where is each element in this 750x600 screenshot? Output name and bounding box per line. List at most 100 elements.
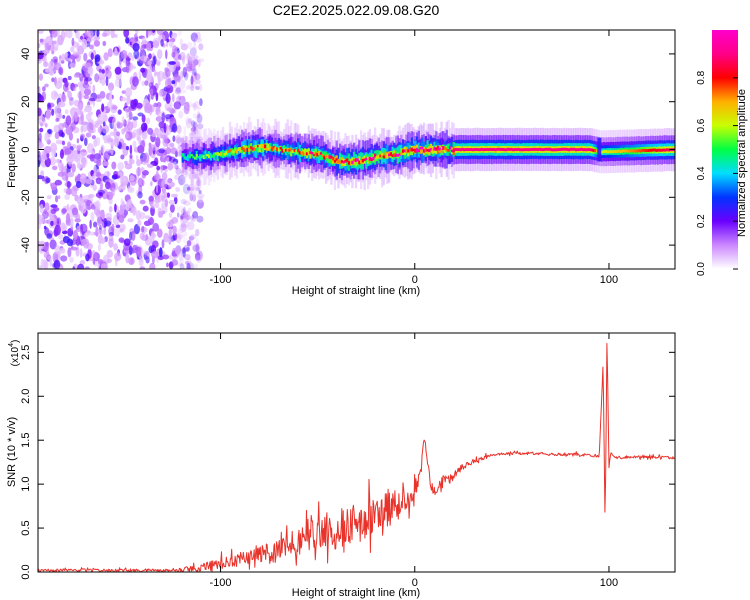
heatmap-cell <box>108 237 114 248</box>
heatmap-cell <box>60 149 64 159</box>
heatmap-cell <box>552 148 555 152</box>
heatmap-cell <box>96 159 102 167</box>
heatmap-cell <box>193 156 197 160</box>
heatmap-cell <box>407 149 410 157</box>
heatmap-cell <box>377 154 380 159</box>
heatmap-cell <box>148 195 154 202</box>
heatmap-cell <box>658 148 662 152</box>
heatmap-cell <box>114 203 117 213</box>
heatmap-cell <box>270 147 274 152</box>
heatmap-cell <box>89 154 95 162</box>
colorbar-ticks: 0.0 0.2 0.4 0.6 0.8 <box>696 70 738 276</box>
heatmap-cell <box>367 156 370 164</box>
heatmap-cell <box>354 159 358 167</box>
heatmap-cell <box>204 154 207 159</box>
heatmap-cell <box>69 62 76 68</box>
heatmap-cell <box>141 114 146 123</box>
heatmap-cell <box>47 102 51 108</box>
snr-y-tick-label: 2.0 <box>20 389 32 404</box>
heatmap-cell <box>189 186 195 191</box>
heatmap-cell <box>160 192 166 200</box>
heatmap-cell <box>139 199 146 205</box>
heatmap-cell <box>196 254 202 264</box>
heatmap-cell <box>578 148 581 151</box>
heatmap-cell <box>141 37 147 42</box>
heatmap-cell <box>184 103 188 112</box>
heatmap-cell <box>613 150 616 153</box>
heatmap-cell <box>337 159 340 163</box>
heatmap-cell <box>157 75 161 86</box>
heatmap-cell <box>123 238 131 246</box>
heatmap-cell <box>185 116 191 125</box>
heatmap-cell <box>113 33 118 38</box>
heatmap-cell <box>192 113 198 119</box>
heatmap-cell <box>623 149 627 153</box>
heatmap-cell <box>191 56 197 62</box>
heatmap-cell <box>68 132 73 141</box>
heatmap-cell <box>186 247 190 252</box>
heatmap-cell <box>211 154 214 158</box>
heatmap-axes: -100 0 100 -40 -20 0 20 40 <box>20 30 675 286</box>
heatmap-cell <box>202 155 205 160</box>
heatmap-cell <box>83 108 87 113</box>
heatmap-cell <box>199 98 203 106</box>
heatmap-cell <box>40 170 44 177</box>
heatmap-cell <box>141 80 146 87</box>
heatmap-cell <box>129 174 135 182</box>
heatmap-panel: -100 0 100 -40 -20 0 20 40 Height of straight l… <box>6 29 676 297</box>
heatmap-cell <box>190 179 195 185</box>
heatmap-cell <box>101 161 110 167</box>
heatmap-cell <box>172 135 176 142</box>
heatmap-cell <box>618 150 621 153</box>
heatmap-cell <box>67 247 72 258</box>
heatmap-cell <box>382 155 385 159</box>
heatmap-cell <box>145 30 149 39</box>
heatmap-cell <box>646 149 649 152</box>
heatmap-cell <box>187 221 195 231</box>
heatmap-cell <box>192 155 195 159</box>
heatmap-cell <box>216 151 219 161</box>
heatmap-cell <box>89 129 94 134</box>
colorbar-gradient <box>712 30 738 269</box>
heatmap-cell <box>175 232 182 244</box>
heatmap-cell <box>265 143 268 150</box>
heatmap-cell <box>168 200 175 205</box>
heatmap-cell <box>143 220 152 227</box>
heatmap-cell <box>38 265 43 269</box>
heatmap-cell <box>580 147 583 151</box>
heatmap-cell <box>344 159 347 163</box>
heatmap-cell <box>230 150 233 155</box>
heatmap-cell <box>98 192 103 196</box>
heatmap-cell <box>177 212 180 218</box>
heatmap-cell <box>356 158 359 162</box>
heatmap-cell <box>323 155 326 160</box>
heatmap-cell <box>90 52 94 61</box>
heatmap-cell <box>184 261 189 265</box>
heatmap-cell <box>179 214 183 221</box>
heatmap-cell <box>228 149 232 153</box>
heatmap-cell <box>170 101 173 110</box>
heatmap-cell <box>89 44 94 50</box>
heatmap-cell <box>180 215 184 220</box>
heatmap-cell <box>463 148 466 152</box>
heatmap-cell <box>198 190 202 194</box>
heatmap-cell <box>179 38 183 46</box>
heatmap-cell <box>87 66 94 75</box>
heatmap-cell <box>123 30 130 38</box>
heatmap-cell <box>583 148 586 152</box>
heatmap-cell <box>258 144 261 153</box>
heatmap-cell <box>319 152 323 155</box>
heatmap-cell <box>64 52 69 58</box>
heatmap-cell <box>564 147 567 151</box>
heatmap-cell <box>216 152 219 156</box>
heatmap-cell <box>44 132 50 143</box>
heatmap-cell <box>517 147 520 151</box>
heatmap-cell <box>126 145 129 151</box>
heatmap-cell <box>393 153 396 158</box>
heatmap-cell <box>58 233 64 240</box>
heatmap-cell <box>97 126 103 134</box>
heatmap-cell <box>160 39 164 47</box>
heatmap-cell <box>158 121 165 129</box>
heatmap-cell <box>187 41 193 50</box>
heatmap-cell <box>101 103 105 112</box>
